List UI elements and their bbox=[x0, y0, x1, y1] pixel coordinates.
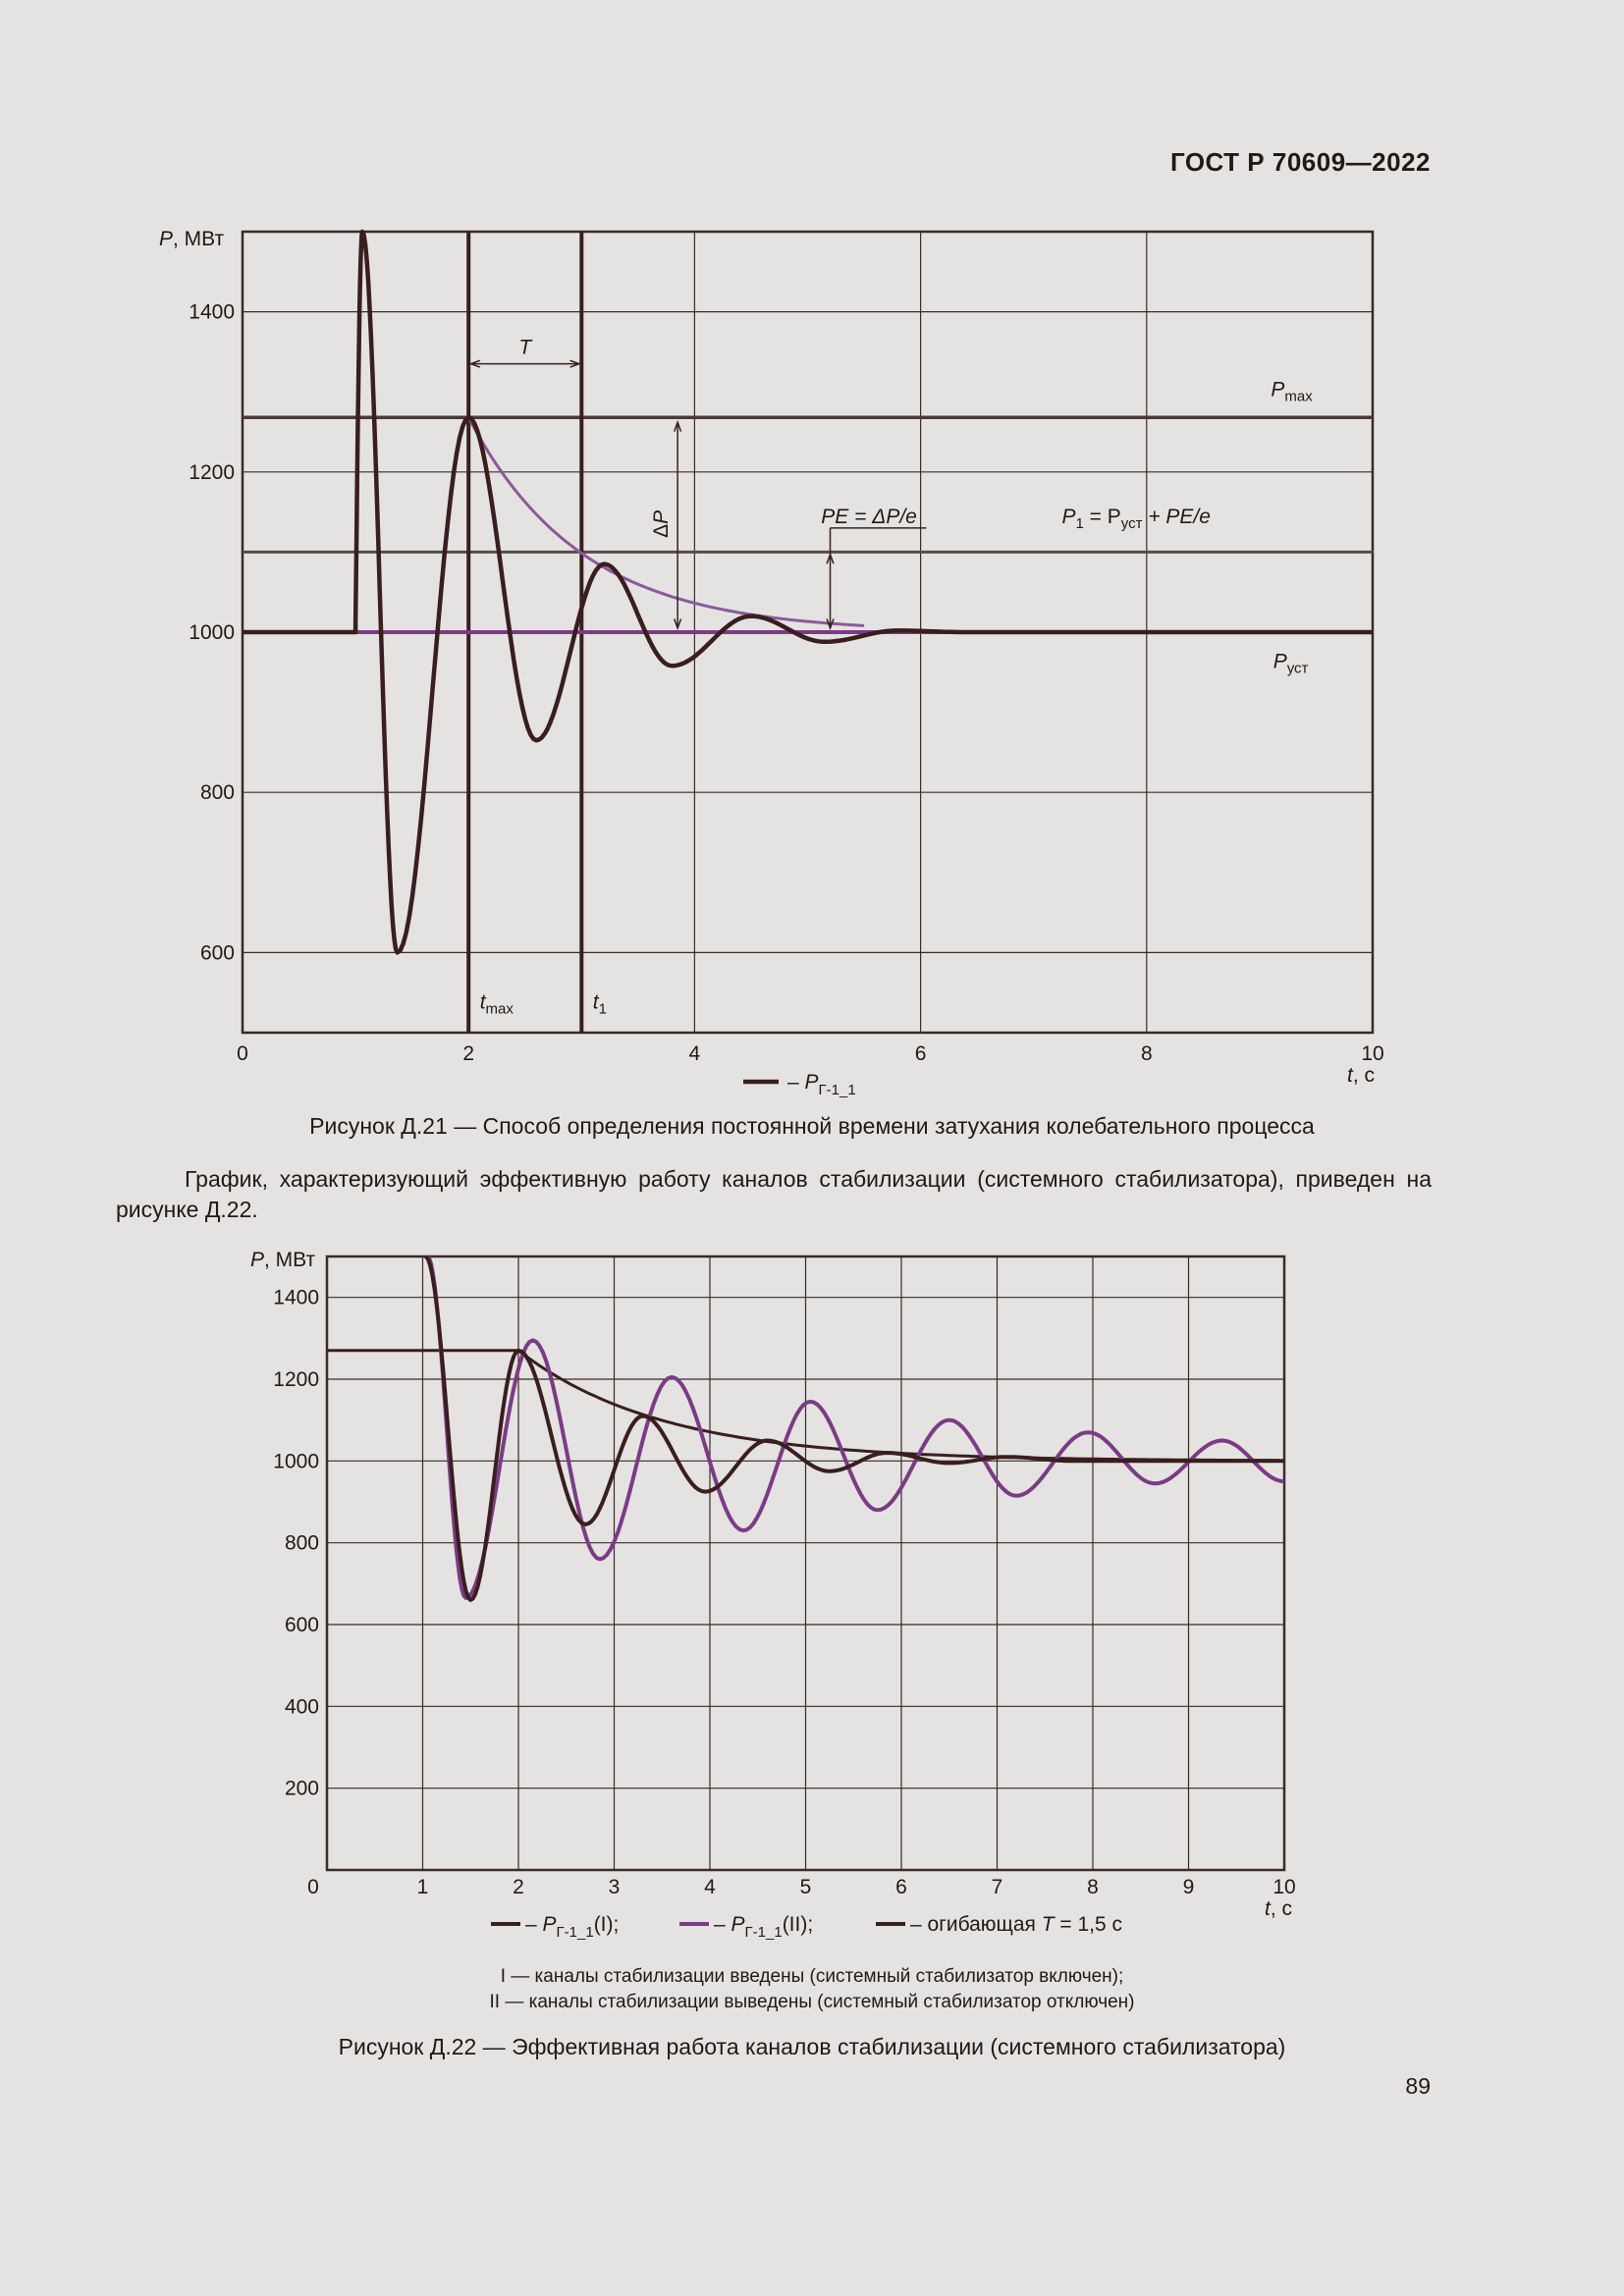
f2-x-tick-label: 9 bbox=[1183, 1876, 1195, 1898]
document-id: ГОСТ Р 70609—2022 bbox=[1169, 147, 1431, 177]
f1-y-axis-label: P, МВт bbox=[159, 228, 224, 250]
f1-t1-label: t1 bbox=[593, 991, 607, 1018]
f2-plot-frame bbox=[325, 1255, 1286, 1872]
f2-x-tick-label: 4 bbox=[704, 1876, 716, 1898]
figure-1-chart: 0 2 4 6 8 10 600 800 1000 1200 1400 P, МВт t, с T ΔP PE… bbox=[159, 228, 1384, 1098]
f1-P1-label: P1 = Pуст + PE/e bbox=[1061, 506, 1210, 532]
f1-x-tick-label: 6 bbox=[915, 1042, 927, 1065]
f2-x-axis-label: t, с bbox=[1265, 1897, 1292, 1920]
f1-deltaP-arrow-tail bbox=[674, 420, 682, 432]
figure-2-caption: Рисунок Д.22 — Эффективная работа канало… bbox=[338, 2034, 1286, 2059]
f2-legend-label-II: – PГ-1_1(II); bbox=[714, 1913, 813, 1941]
f2-labels: 0 1 2 3 4 5 6 7 8 9 10 200 400 600 800 1000 1200 1400 P, М… bbox=[250, 1249, 1296, 1941]
figure-2-note-2: II — каналы стабилизации выведены (систе… bbox=[489, 1992, 1135, 2012]
f2-y-tick-label: 200 bbox=[285, 1778, 319, 1800]
f1-x-tick-label: 4 bbox=[689, 1042, 701, 1065]
f2-x-tick-label: 6 bbox=[895, 1876, 907, 1898]
f1-x-tick-label: 8 bbox=[1141, 1042, 1153, 1065]
figure-1-caption: Рисунок Д.21 — Способ определения постоя… bbox=[309, 1113, 1315, 1139]
body-paragraph: График, характеризующий эффективную рабо… bbox=[116, 1166, 1432, 1222]
f1-labels: 0 2 4 6 8 10 600 800 1000 1200 1400 P, МВт t, с T ΔP PE… bbox=[159, 228, 1384, 1098]
f2-x-tick-label: 10 bbox=[1272, 1876, 1295, 1898]
f1-x-tick-label: 2 bbox=[462, 1042, 474, 1065]
f2-y-tick-label: 1200 bbox=[273, 1368, 319, 1391]
f1-legend-label: – PГ-1_1 bbox=[787, 1071, 856, 1098]
f2-y-axis-label: P, МВт bbox=[250, 1249, 315, 1271]
f1-y-tick-label: 800 bbox=[200, 781, 235, 804]
f1-y-tick-label: 1200 bbox=[189, 461, 235, 484]
f2-x-tick-label: 1 bbox=[417, 1876, 429, 1898]
f1-PE-arrow-tail bbox=[826, 552, 835, 564]
f1-tmax-label: tmax bbox=[480, 991, 514, 1018]
f2-x-tick-label: 0 bbox=[307, 1876, 319, 1898]
page-number: 89 bbox=[1405, 2073, 1431, 2099]
figure-2-chart: 0 1 2 3 4 5 6 7 8 9 10 200 400 600 800 1000 1200 1400 P, М… bbox=[250, 1249, 1296, 1941]
f2-marks bbox=[327, 1255, 1285, 1926]
f2-y-tick-label: 800 bbox=[285, 1532, 319, 1555]
f2-y-tick-label: 1000 bbox=[273, 1450, 319, 1472]
f1-PE-arrow-head bbox=[826, 618, 835, 631]
f1-marks bbox=[243, 229, 1373, 1085]
f2-y-tick-label: 600 bbox=[285, 1614, 319, 1636]
f2-legend-label-env: – огибающая T = 1,5 с bbox=[910, 1913, 1122, 1936]
f1-PE-label: PE = ΔP/e bbox=[821, 506, 917, 528]
f2-series-II bbox=[425, 1255, 1285, 1600]
f2-grid bbox=[327, 1256, 1284, 1870]
f2-x-tick-label: 2 bbox=[513, 1876, 524, 1898]
f1-x-axis-label: t, с bbox=[1347, 1064, 1375, 1087]
f2-y-tick-label: 1400 bbox=[273, 1287, 319, 1309]
f2-x-tick-label: 5 bbox=[800, 1876, 812, 1898]
f1-T-arrow-head bbox=[569, 359, 582, 368]
f1-y-tick-label: 1000 bbox=[189, 621, 235, 644]
f1-Pmax-label: Pmax bbox=[1271, 378, 1313, 404]
f1-y-tick-label: 600 bbox=[200, 941, 235, 964]
f2-x-tick-label: 8 bbox=[1087, 1876, 1099, 1898]
f1-y-tick-label: 1400 bbox=[189, 301, 235, 324]
f2-series-I bbox=[424, 1255, 1284, 1602]
f2-legend-label-I: – PГ-1_1(I); bbox=[525, 1913, 619, 1941]
f1-x-tick-label: 10 bbox=[1361, 1042, 1383, 1065]
f1-series-pg11 bbox=[243, 229, 1373, 955]
f1-deltaP-arrow-head bbox=[674, 618, 682, 631]
f2-x-tick-label: 7 bbox=[992, 1876, 1003, 1898]
f2-x-tick-label: 3 bbox=[609, 1876, 621, 1898]
figure-2-note-1: I — каналы стабилизации введены (системн… bbox=[500, 1966, 1124, 1987]
f2-y-tick-label: 400 bbox=[285, 1695, 319, 1718]
f1-deltaP-label: ΔP bbox=[650, 510, 673, 538]
f1-envelope-line bbox=[466, 416, 865, 627]
f1-T-label: T bbox=[518, 337, 533, 359]
f1-Pust-label: Pуст bbox=[1273, 651, 1309, 677]
f2-axes bbox=[325, 1255, 1286, 1872]
f1-x-tick-label: 0 bbox=[237, 1042, 248, 1065]
f1-T-arrow-tail bbox=[468, 359, 481, 368]
